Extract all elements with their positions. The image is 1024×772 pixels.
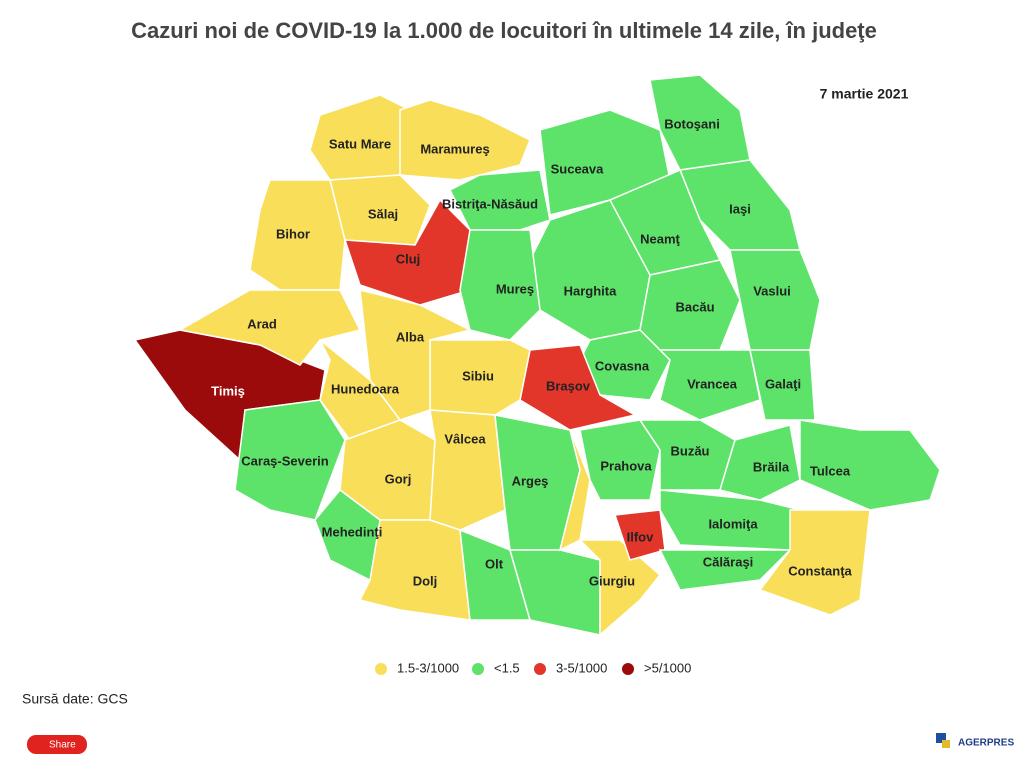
county-label: Argeş: [512, 473, 549, 488]
legend-swatch: [375, 663, 387, 675]
legend: 1.5-3/1000 <1.5 3-5/1000 >5/1000: [375, 660, 691, 675]
county-label: Botoşani: [664, 116, 720, 131]
county: [358, 519, 471, 621]
county-label: Vaslui: [753, 283, 791, 298]
date: 7 martie 2021: [820, 86, 909, 102]
county: [329, 174, 431, 246]
county-label: Covasna: [595, 358, 650, 373]
legend-swatch: [622, 663, 634, 675]
logo-icon: [936, 733, 946, 743]
county-label: Iaşi: [729, 201, 751, 216]
county: [558, 429, 591, 552]
county-label: Harghita: [564, 283, 618, 298]
county-label: Caraş-Severin: [241, 453, 328, 468]
share-label[interactable]: Share: [49, 740, 76, 751]
county-label: Mehedinţi: [322, 524, 383, 539]
county: [729, 249, 821, 351]
logo-icon: [942, 740, 950, 748]
legend-label: <1.5: [494, 660, 520, 675]
county-label: Cluj: [396, 251, 421, 266]
county-label: Constanţa: [788, 563, 852, 578]
county: [658, 549, 792, 591]
county-label: Arad: [247, 316, 277, 331]
county-label: Vrancea: [687, 376, 738, 391]
county: [799, 419, 941, 511]
share-button[interactable]: [27, 735, 87, 754]
county-label: Ialomiţa: [708, 516, 758, 531]
legend-label: 1.5-3/1000: [397, 660, 459, 675]
county: [234, 399, 346, 521]
county-label: Ilfov: [627, 529, 654, 544]
county-label: Călăraşi: [703, 554, 754, 569]
county-label: Prahova: [600, 458, 652, 473]
county-label: Olt: [485, 556, 504, 571]
county-label: Vâlcea: [444, 431, 486, 446]
county-label: Buzău: [671, 443, 710, 458]
county: [509, 549, 601, 636]
source: Sursă date: GCS: [22, 691, 128, 707]
county: [429, 409, 506, 531]
county-label: Galaţi: [765, 376, 801, 391]
county-label: Bihor: [276, 226, 310, 241]
logo: AGERPRES: [958, 738, 1014, 749]
county: [758, 509, 871, 616]
county-label: Braşov: [546, 378, 591, 393]
county-label: Dolj: [413, 573, 438, 588]
county-label: Timiş: [211, 383, 245, 398]
county: [578, 539, 662, 637]
county: [177, 289, 362, 366]
legend-swatch: [472, 663, 484, 675]
county-label: Alba: [396, 329, 425, 344]
county-label: Satu Mare: [329, 136, 391, 151]
county-label: Bistriţa-Năsăud: [442, 196, 538, 211]
county-label: Suceava: [551, 161, 605, 176]
regions: [133, 74, 941, 637]
county: [719, 424, 801, 501]
county: [399, 99, 531, 181]
county-label: Sălaj: [368, 206, 398, 221]
county: [749, 349, 816, 421]
county-label: Bacău: [675, 299, 714, 314]
labels: Satu Mare Maramureş Bihor Sălaj Cluj Bistriţa…: [211, 116, 852, 588]
legend-swatch: [534, 663, 546, 675]
county-label: Sibiu: [462, 368, 494, 383]
legend-label: 3-5/1000: [556, 660, 607, 675]
legend-label: >5/1000: [644, 660, 691, 675]
county-label: Neamţ: [640, 231, 680, 246]
county-label: Gorj: [385, 471, 412, 486]
county-label: Brăila: [753, 459, 790, 474]
county-label: Tulcea: [810, 463, 851, 478]
county-label: Hunedoara: [331, 381, 400, 396]
county-label: Mureş: [496, 281, 534, 296]
title: Cazuri noi de COVID-19 la 1.000 de locui…: [131, 18, 877, 43]
county-label: Maramureş: [420, 141, 489, 156]
county-label: Giurgiu: [589, 573, 635, 588]
